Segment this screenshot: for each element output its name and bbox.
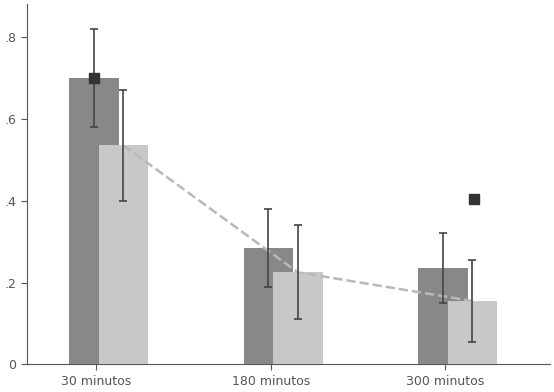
Bar: [244, 248, 293, 365]
Bar: [69, 78, 119, 365]
Bar: [273, 272, 322, 365]
Bar: [99, 145, 148, 365]
Bar: [418, 268, 468, 365]
Bar: [448, 301, 497, 365]
